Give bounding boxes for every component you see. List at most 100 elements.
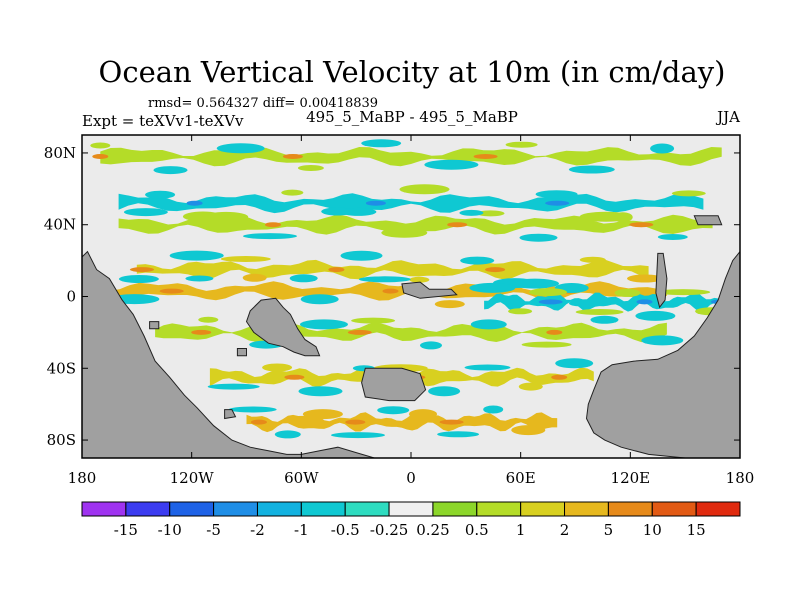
field-core [191, 329, 212, 335]
field-core [250, 419, 267, 425]
colorbar-level-label: -5 [206, 521, 221, 539]
field-blob [657, 234, 688, 240]
field-core [347, 329, 372, 335]
field-blob [483, 405, 504, 414]
land-southern-block [361, 367, 427, 402]
field-blob [351, 317, 396, 324]
season-label: JJA [715, 108, 740, 126]
field-blob [262, 363, 293, 372]
field-core [629, 222, 654, 228]
colorbar-swatch [213, 501, 258, 517]
field-core [328, 267, 345, 273]
field-blob [511, 425, 546, 436]
band-ribbon [246, 412, 558, 433]
field-core [473, 154, 498, 159]
colorbar-swatch [651, 501, 697, 517]
colorbar-level-label: -1 [294, 521, 309, 539]
field-blob [118, 275, 159, 283]
field-blob [123, 208, 168, 217]
field-core [159, 288, 184, 294]
field-blob [228, 406, 277, 413]
field-blob [169, 250, 224, 261]
colorbar-level-label: -2 [250, 521, 265, 539]
land-small-island-2 [236, 348, 247, 357]
land-sw-island [224, 409, 237, 420]
colorbar-swatch [388, 501, 434, 517]
field-blob [627, 274, 663, 283]
colorbar-swatch [169, 501, 215, 517]
field-blob [242, 273, 267, 282]
colorbar-swatch [607, 501, 653, 517]
field-blob [437, 431, 480, 438]
field-blob [182, 211, 223, 222]
field-blob [469, 282, 516, 293]
field-core [282, 154, 303, 159]
field-blob [331, 432, 385, 439]
field-core [345, 419, 366, 425]
colorbar-swatch [695, 501, 741, 517]
field-blob [243, 233, 297, 240]
y-tick-label: 80N [44, 144, 76, 162]
field-blob [377, 406, 410, 415]
field-blob [518, 382, 543, 391]
field-blob [340, 250, 383, 261]
colorbar-level-label: -0.5 [331, 521, 360, 539]
field-blob [521, 341, 572, 348]
field-blob [579, 211, 632, 222]
land-east-island-1 [655, 252, 668, 309]
colorbar-level-label: 10 [643, 521, 662, 539]
field-blob [555, 358, 594, 369]
land-equatorial-island [401, 281, 458, 299]
field-blob [153, 166, 188, 175]
field-blob [90, 142, 111, 149]
land-western-island [245, 297, 321, 357]
band-ribbon [136, 259, 649, 280]
field-core [186, 200, 203, 206]
land-west-continent [82, 250, 375, 458]
field-core [439, 419, 464, 425]
x-tick-label: 0 [406, 469, 416, 487]
colorbar-swatch [344, 501, 390, 517]
field-core [636, 299, 653, 305]
colorbar-swatch [520, 501, 566, 517]
colorbar-level-label: 1 [516, 521, 526, 539]
field-blob [505, 141, 538, 148]
field-blob [321, 207, 354, 216]
x-tick-label: 60E [506, 469, 536, 487]
field-blob [671, 190, 706, 197]
colorbar-level-label: 0.25 [416, 521, 449, 539]
y-tick-label: 40S [47, 359, 76, 377]
field-blob [145, 190, 176, 199]
field-blob [508, 308, 533, 315]
colorbar-swatch [476, 501, 522, 517]
x-tick-label: 60W [284, 469, 319, 487]
field-blob [535, 190, 578, 199]
field-blob [635, 310, 676, 321]
y-tick-label: 80S [47, 431, 76, 449]
field-core [447, 222, 468, 228]
field-blob [529, 288, 567, 297]
x-tick-label: 180 [726, 469, 755, 487]
field-blob [207, 383, 260, 390]
field-blob [185, 275, 214, 282]
field-core [545, 200, 570, 206]
colorbar-level-label: 2 [560, 521, 570, 539]
field-blob [361, 139, 402, 148]
experiment-label: Expt = teXVv1-teXVv [82, 112, 244, 130]
field-blob [198, 316, 219, 323]
chart-title: Ocean Vertical Velocity at 10m (in cm/da… [99, 55, 726, 89]
field-core [546, 329, 563, 335]
y-tick-label: 40N [44, 216, 76, 234]
colorbar-level-label: 5 [604, 521, 614, 539]
period-label: 495_5_MaBP - 495_5_MaBP [306, 108, 518, 126]
field-blob [399, 184, 450, 195]
field-blob [464, 364, 511, 371]
field-blob [281, 189, 304, 196]
field-blob [274, 430, 301, 439]
field-blob [358, 276, 411, 283]
field-core [551, 374, 568, 380]
field-blob [470, 319, 507, 330]
field-blob [650, 143, 675, 154]
field-core [382, 288, 399, 294]
